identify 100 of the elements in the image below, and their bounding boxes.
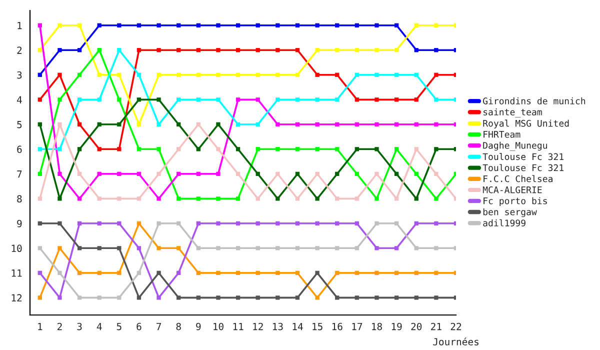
point <box>216 48 220 52</box>
x-tick-label: 9 <box>196 322 201 330</box>
point <box>176 246 181 250</box>
point <box>354 270 360 275</box>
point <box>295 122 300 126</box>
x-tick-label: 6 <box>136 322 142 330</box>
point <box>176 23 181 28</box>
point <box>414 72 418 77</box>
point <box>97 246 102 250</box>
point <box>176 122 181 126</box>
point <box>216 246 220 250</box>
y-tick-label: 4 <box>16 96 22 104</box>
point <box>434 23 438 28</box>
point <box>374 296 379 300</box>
legend-label: Royal MSG United <box>483 120 569 128</box>
x-tick-label: 15 <box>312 322 322 330</box>
point <box>434 296 438 300</box>
x-tick-label: 8 <box>176 322 181 330</box>
point <box>97 270 102 275</box>
point <box>156 172 161 176</box>
x-tick-label: 18 <box>372 322 382 330</box>
point <box>77 196 82 201</box>
legend-label: Girondins de munich <box>483 97 586 104</box>
point <box>117 270 122 275</box>
point <box>38 246 42 250</box>
x-tick-label: 16 <box>332 322 342 330</box>
point <box>394 296 399 300</box>
x-tick-label: 22 <box>450 322 462 330</box>
point <box>136 196 142 201</box>
point <box>295 172 300 176</box>
y-tick-label: 6 <box>17 146 22 153</box>
point <box>414 246 418 250</box>
point <box>256 196 260 201</box>
point <box>315 221 320 226</box>
legend-label: F.C.C Chelsea <box>484 175 552 182</box>
point <box>236 98 240 102</box>
point <box>196 196 200 201</box>
point <box>434 72 438 77</box>
point <box>117 48 122 52</box>
x-tick-label: 11 <box>233 322 244 330</box>
point <box>335 221 340 226</box>
point <box>216 98 220 102</box>
point <box>58 270 62 275</box>
point <box>354 23 360 28</box>
point <box>136 122 142 126</box>
point <box>335 246 340 250</box>
point <box>136 172 142 176</box>
point <box>256 296 260 300</box>
point <box>256 72 260 77</box>
point <box>276 48 280 52</box>
point <box>58 196 62 201</box>
point <box>196 72 200 77</box>
point <box>38 98 42 102</box>
point <box>374 246 379 250</box>
point <box>434 122 438 126</box>
point <box>176 296 181 300</box>
point <box>414 147 418 152</box>
point <box>38 270 42 275</box>
point <box>97 296 102 300</box>
point <box>117 72 122 77</box>
point <box>276 72 280 77</box>
point <box>295 72 300 77</box>
point <box>295 23 300 28</box>
point <box>374 98 379 102</box>
point <box>374 172 379 176</box>
point <box>276 221 280 226</box>
point <box>394 147 399 152</box>
point <box>136 296 142 300</box>
point <box>414 48 418 52</box>
point <box>434 270 438 275</box>
point <box>414 23 418 28</box>
point <box>315 196 320 201</box>
point <box>315 296 320 300</box>
point <box>136 98 142 102</box>
point <box>176 172 181 176</box>
point <box>97 72 102 77</box>
point <box>117 246 122 250</box>
point <box>136 246 142 250</box>
point <box>276 98 280 102</box>
point <box>315 172 320 176</box>
point <box>434 246 438 250</box>
point <box>394 172 399 176</box>
legend-label: Toulouse Fc 321 <box>482 164 564 172</box>
point <box>374 48 379 52</box>
point <box>58 23 62 28</box>
point <box>176 270 181 275</box>
point <box>394 246 399 250</box>
point <box>117 172 122 176</box>
point <box>315 98 320 102</box>
point <box>77 23 82 28</box>
x-tick-label: 2 <box>58 322 62 330</box>
point <box>354 48 360 52</box>
point <box>216 147 220 152</box>
point <box>374 147 379 152</box>
point <box>295 270 300 275</box>
point <box>77 172 82 176</box>
point <box>38 221 42 226</box>
point <box>354 196 360 201</box>
line-series <box>38 48 456 152</box>
point <box>414 221 418 226</box>
